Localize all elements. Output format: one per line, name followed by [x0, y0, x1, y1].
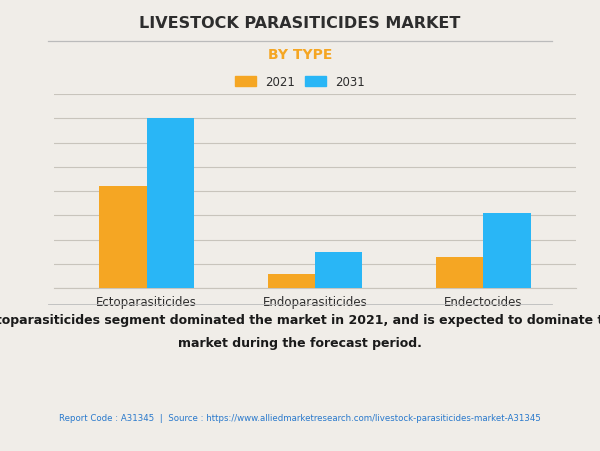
Text: BY TYPE: BY TYPE [268, 48, 332, 62]
Text: Report Code : A31345  |  Source : https://www.alliedmarketresearch.com/livestock: Report Code : A31345 | Source : https://… [59, 413, 541, 422]
Bar [146, 119, 194, 289]
Bar [484, 213, 530, 289]
Text: LIVESTOCK PARASITICIDES MARKET: LIVESTOCK PARASITICIDES MARKET [139, 16, 461, 31]
Bar [436, 257, 484, 289]
Bar [100, 187, 146, 289]
Bar [315, 252, 362, 289]
Bar [268, 274, 315, 289]
Text: market during the forecast period.: market during the forecast period. [178, 336, 422, 349]
Legend: 2021, 2031: 2021, 2031 [235, 76, 365, 89]
Text: Ectoparasiticides segment dominated the market in 2021, and is expected to domin: Ectoparasiticides segment dominated the … [0, 313, 600, 327]
